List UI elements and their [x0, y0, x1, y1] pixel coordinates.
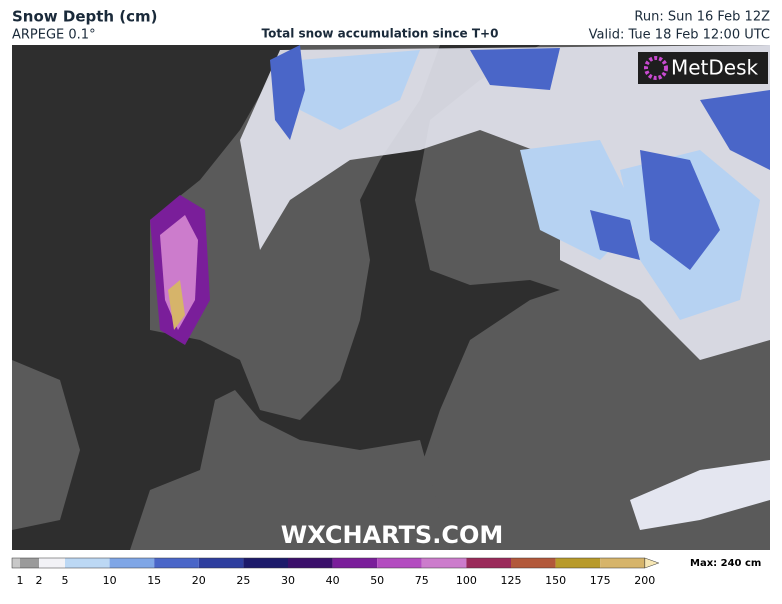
land-south: [130, 390, 450, 550]
snow-southeast: [630, 460, 770, 530]
legend-swatch: [65, 558, 110, 568]
legend-swatch: [198, 558, 244, 568]
legend-swatch: [243, 558, 288, 568]
legend-tick-label: 2: [36, 574, 43, 587]
legend: Max: 240 cm 1 2 5 10 15 20 25 30 40 50 75 100 125 150…: [11, 557, 761, 587]
legend-tick-label: 50: [370, 574, 384, 587]
legend-swatch: [154, 558, 199, 568]
legend-tick-label: 25: [236, 574, 250, 587]
legend-swatch: [12, 558, 20, 568]
snow-norway-max: [168, 280, 185, 330]
legend-swatch: [39, 558, 65, 568]
legend-tick-label: 125: [501, 574, 522, 587]
legend-tick-label: 100: [456, 574, 477, 587]
snow-blue: [300, 50, 760, 320]
watermark: WXCHARTS.COM: [281, 521, 503, 549]
legend-swatch: [288, 558, 333, 568]
snow-norway-north: [270, 45, 305, 140]
legend-tick-label: 150: [545, 574, 566, 587]
legend-tick-label: 75: [415, 574, 429, 587]
map: MetDesk WXCHARTS.COM: [12, 45, 770, 550]
legend-tick-label: 30: [281, 574, 295, 587]
run: Run: Sun 16 Feb 12Z: [634, 10, 770, 25]
subtitle: Total snow accumulation since T+0: [262, 27, 499, 41]
title: Snow Depth (cm): [12, 8, 158, 26]
legend-swatch: [421, 558, 467, 568]
logo-icon: [644, 56, 668, 80]
legend-tick-label: 1: [17, 574, 24, 587]
legend-swatch: [555, 558, 601, 568]
legend-swatch: [466, 558, 511, 568]
legend-border: [11, 557, 646, 569]
legend-tick-label: 20: [192, 574, 206, 587]
legend-swatch: [377, 558, 422, 568]
legend-tick-label: 5: [62, 574, 69, 587]
legend-max: Max: 240 cm: [690, 558, 761, 569]
snow-norway-peak: [160, 215, 198, 330]
snow-deep: [470, 48, 770, 270]
legend-swatch: [20, 558, 39, 568]
legend-tick-label: 10: [103, 574, 117, 587]
logo: MetDesk: [671, 56, 759, 80]
legend-tick-label: 15: [147, 574, 161, 587]
legend-arrow: [644, 557, 660, 569]
snow-light: [240, 45, 770, 360]
legend-tick-label: 175: [590, 574, 611, 587]
valid: Valid: Tue 18 Feb 12:00 UTC: [589, 28, 770, 43]
legend-tick-label: 200: [634, 574, 655, 587]
legend-swatch: [600, 558, 645, 568]
legend-tick-label: 40: [326, 574, 340, 587]
legend-swatch: [511, 558, 556, 568]
legend-swatch: [109, 558, 155, 568]
legend-swatch: [332, 558, 378, 568]
model: ARPEGE 0.1°: [12, 28, 96, 43]
land-uk: [12, 360, 80, 530]
